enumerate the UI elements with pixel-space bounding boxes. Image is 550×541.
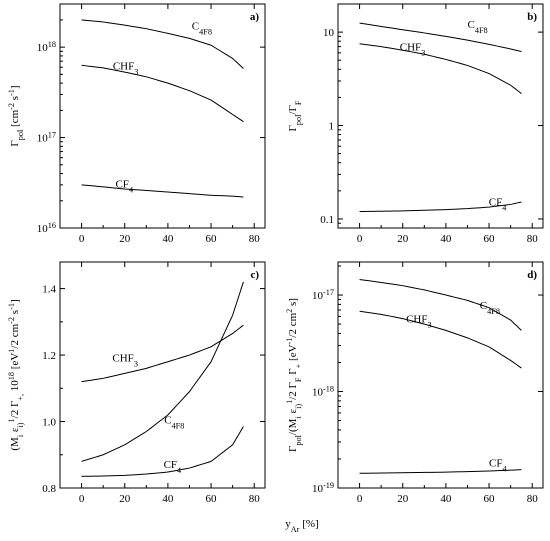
x-tick-label: 0 — [79, 233, 85, 245]
y-tick-label: 1018 — [37, 40, 56, 55]
x-tick-label: 0 — [79, 493, 85, 505]
panel-b: 0 20 40 60 80 0.1 1 10 C4F8 CHF3 CF4 b) Γpol/ΓF — [287, 3, 544, 245]
y-tick-label: 1.0 — [42, 417, 56, 429]
x-tick-label: 40 — [162, 493, 174, 505]
y-axis-label: Γpol/(Mi εi)1/2 ΓF Γ+ [eV-1/2 cm2 s] — [285, 298, 303, 452]
y-tick-label: 10 — [323, 27, 335, 39]
series-label: CHF3 — [112, 353, 138, 369]
panel-label: d) — [527, 269, 537, 281]
y-tick-label: 1.4 — [42, 284, 56, 296]
panel-label: c) — [250, 269, 259, 281]
series-label: CF4 — [489, 196, 507, 212]
x-tick-label: 60 — [206, 493, 218, 505]
x-tick-label: 60 — [206, 233, 218, 245]
plot-frame — [59, 261, 266, 489]
y-axis-label: Γpol [cm-2 s-1] — [7, 85, 25, 146]
y-tick-label: 10-19 — [312, 481, 334, 496]
plot-frame — [337, 261, 544, 489]
y-tick-label: 1017 — [37, 130, 56, 145]
series-line-c4f8 — [81, 19, 244, 69]
series-label: C4F8 — [480, 300, 500, 316]
x-tick-label: 20 — [119, 233, 131, 245]
x-tick-label: 80 — [527, 493, 539, 505]
series-label: CF4 — [115, 179, 133, 195]
x-tick-label: 80 — [249, 493, 261, 505]
series-line-c4f8 — [81, 281, 244, 462]
series-line-c4f8 — [359, 22, 522, 52]
series-label: CF4 — [164, 459, 182, 475]
y-tick-label: 0.8 — [42, 483, 56, 495]
series-line-chf3 — [81, 324, 244, 383]
y-tick-label: 10-17 — [312, 288, 334, 303]
series-line-cf4 — [81, 426, 244, 477]
panel-a: 0 20 40 60 80 1016 1017 1018 C4F8 CHF3 CF4 a) Γpol [… — [7, 3, 266, 245]
panel-label: b) — [527, 11, 537, 23]
x-tick-label: 80 — [249, 233, 261, 245]
y-tick-label: 0.1 — [320, 214, 334, 226]
series-label: CHF3 — [400, 42, 426, 58]
series-label: CF4 — [489, 457, 507, 473]
y-axis-label: (Mi εi)1/2 Γ+, 1018 [eV1/2 cm-2 s-1] — [7, 299, 25, 450]
series-line-cf4 — [359, 469, 522, 474]
x-tick-label: 60 — [484, 493, 496, 505]
panel-c: 0 20 40 60 80 0.8 1.0 1.2 1.4 CHF3 C4F8 CF4 c) (Mi εi… — [7, 261, 266, 505]
series-label: C4F8 — [164, 415, 184, 431]
y-tick-label: 10-18 — [312, 384, 334, 399]
x-tick-label: 20 — [119, 493, 131, 505]
y-axis-label: Γpol/ΓF — [287, 100, 303, 131]
series-line-chf3 — [359, 310, 522, 369]
series-label: C4F8 — [192, 20, 212, 36]
x-tick-label: 40 — [162, 233, 174, 245]
series-line-chf3 — [81, 64, 244, 123]
series-line-cf4 — [359, 201, 522, 213]
series-line-cf4 — [81, 184, 244, 198]
series-label: CHF3 — [113, 60, 139, 76]
x-tick-label: 60 — [484, 233, 496, 245]
series-line-c4f8 — [359, 278, 522, 331]
x-tick-label: 40 — [440, 493, 452, 505]
series-label: C4F8 — [467, 19, 487, 35]
y-tick-label: 1 — [329, 121, 335, 133]
plot-frame — [337, 3, 544, 229]
x-tick-label: 20 — [397, 493, 409, 505]
series-label: CHF3 — [406, 314, 432, 330]
x-tick-label: 80 — [527, 233, 539, 245]
x-tick-label: 40 — [440, 233, 452, 245]
x-tick-label: 0 — [357, 233, 363, 245]
x-axis-label: yAr [%] — [285, 518, 318, 534]
panel-d: 0 20 40 60 80 10-19 10-18 10-17 C4F8 CHF3 CF4 d) Γpo… — [285, 261, 544, 505]
panel-label: a) — [250, 11, 260, 23]
y-tick-label: 1.2 — [42, 350, 56, 362]
plot-frame — [59, 3, 266, 229]
x-tick-label: 20 — [397, 233, 409, 245]
series-line-chf3 — [359, 43, 522, 94]
x-tick-label: 0 — [357, 493, 363, 505]
y-tick-label: 1016 — [37, 221, 56, 236]
